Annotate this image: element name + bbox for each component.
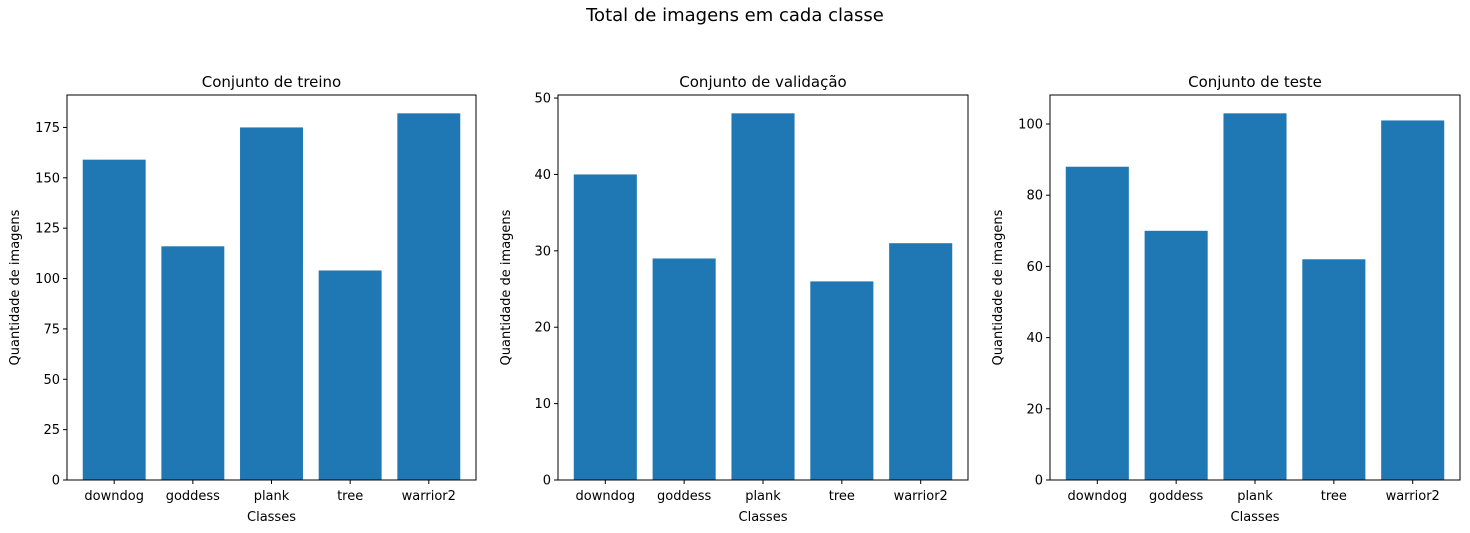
x-axis-label: Classes [247, 510, 296, 525]
y-tick-label: 20 [1026, 402, 1043, 417]
x-tick-label: tree [337, 489, 363, 504]
y-tick-label: 10 [534, 397, 551, 412]
y-tick-label: 150 [35, 171, 60, 186]
x-tick-label: warrior2 [894, 489, 948, 504]
x-axis-label: Classes [1231, 510, 1280, 525]
x-tick-label: goddess [657, 489, 711, 504]
bar [573, 174, 637, 480]
chart-title: Conjunto de validação [679, 73, 846, 91]
y-tick-label: 0 [1035, 474, 1043, 489]
x-axis-label: Classes [739, 510, 788, 525]
bar [889, 243, 953, 480]
y-tick-label: 50 [43, 373, 60, 388]
bar [397, 113, 461, 480]
bar [1065, 166, 1129, 480]
y-axis-label: Quantidade de imagens [499, 209, 514, 365]
y-tick-label: 30 [534, 244, 551, 259]
y-tick-label: 60 [1026, 260, 1043, 275]
bar [810, 281, 874, 480]
bar [1302, 259, 1366, 480]
figure-title: Total de imagens em cada classe [586, 5, 884, 26]
x-tick-label: tree [829, 489, 855, 504]
y-tick-label: 20 [534, 321, 551, 336]
x-tick-label: plank [1237, 489, 1273, 504]
bar [652, 258, 716, 480]
y-axis-label: Quantidade de imagens [8, 209, 23, 365]
y-tick-label: 125 [35, 222, 60, 237]
chart-panel-3: 0 20 40 60 80 100 downdog goddess plank tree warri… [991, 73, 1461, 525]
chart-title: Conjunto de teste [1188, 73, 1322, 91]
bar [1381, 120, 1445, 481]
y-tick-label: 0 [543, 474, 551, 489]
y-tick-label: 40 [534, 168, 551, 183]
bar [1223, 113, 1287, 480]
bar [240, 127, 303, 480]
y-axis-label: Quantidade de imagens [991, 209, 1006, 365]
y-tick-label: 175 [35, 121, 60, 136]
x-tick-label: plank [745, 489, 781, 504]
x-tick-label: plank [254, 489, 290, 504]
y-tick-label: 100 [35, 272, 60, 287]
x-tick-label: downdog [1068, 489, 1128, 504]
bar [731, 113, 795, 480]
x-tick-label: goddess [1149, 489, 1203, 504]
bar [161, 246, 225, 480]
bar [82, 159, 146, 480]
bar [318, 270, 382, 480]
x-tick-label: warrior2 [402, 489, 456, 504]
chart-panel-1: 0 25 50 75 100 125 150 175 downdog goddess plank tr… [8, 73, 477, 525]
x-tick-label: downdog [576, 489, 636, 504]
y-tick-label: 40 [1026, 331, 1043, 346]
y-tick-label: 0 [52, 474, 60, 489]
x-tick-label: goddess [166, 489, 220, 504]
y-tick-label: 25 [43, 423, 60, 438]
chart-panel-2: 0 10 20 30 40 50 downdog goddess plank tree warrio… [499, 73, 969, 525]
y-tick-label: 80 [1026, 189, 1043, 204]
y-tick-label: 100 [1018, 118, 1043, 133]
x-tick-label: tree [1321, 489, 1347, 504]
y-tick-label: 75 [43, 322, 60, 337]
y-tick-label: 50 [534, 92, 551, 107]
bar [1144, 230, 1208, 480]
x-tick-label: warrior2 [1386, 489, 1440, 504]
x-tick-label: downdog [84, 489, 144, 504]
chart-title: Conjunto de treino [202, 73, 341, 91]
